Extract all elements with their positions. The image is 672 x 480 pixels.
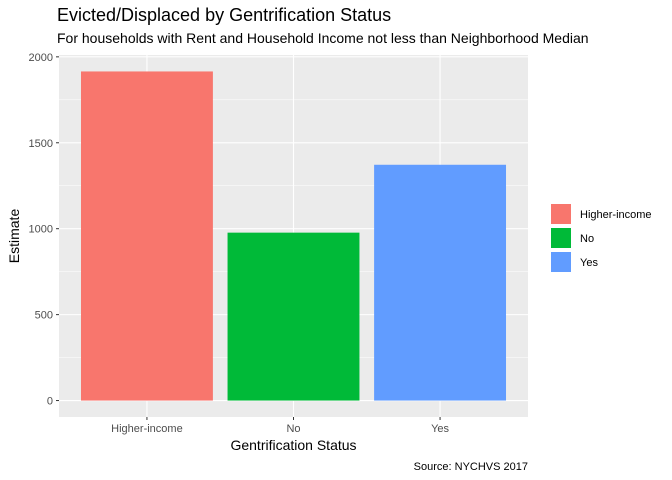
legend-key <box>551 228 571 248</box>
x-axis-title: Gentrification Status <box>230 437 356 453</box>
legend-key <box>551 252 571 272</box>
x-tick-label: No <box>286 423 300 435</box>
x-axis: Higher-income No Yes <box>111 417 450 435</box>
y-axis-title: Estimate <box>6 209 22 264</box>
y-tick-label: 1500 <box>29 138 53 150</box>
y-tick-label: 500 <box>35 310 53 322</box>
bars <box>80 71 507 401</box>
legend: Higher-income No Yes <box>551 204 652 272</box>
bar-no <box>227 232 360 401</box>
legend-key <box>551 204 571 224</box>
bar-yes <box>374 164 507 401</box>
y-tick-label: 0 <box>47 396 53 408</box>
y-axis: 0 500 1000 1500 2000 <box>29 52 59 408</box>
y-tick-label: 2000 <box>29 52 53 64</box>
legend-label: Higher-income <box>580 209 652 221</box>
x-tick-label: Yes <box>431 423 449 435</box>
chart-subtitle: For households with Rent and Household I… <box>57 30 589 46</box>
x-tick-label: Higher-income <box>111 423 183 435</box>
chart-title: Evicted/Displaced by Gentrification Stat… <box>57 5 391 25</box>
bar-higher-income <box>80 71 213 401</box>
source-caption: Source: NYCHVS 2017 <box>414 461 528 473</box>
y-tick-label: 1000 <box>29 224 53 236</box>
legend-label: Yes <box>580 257 598 269</box>
legend-label: No <box>580 233 594 245</box>
